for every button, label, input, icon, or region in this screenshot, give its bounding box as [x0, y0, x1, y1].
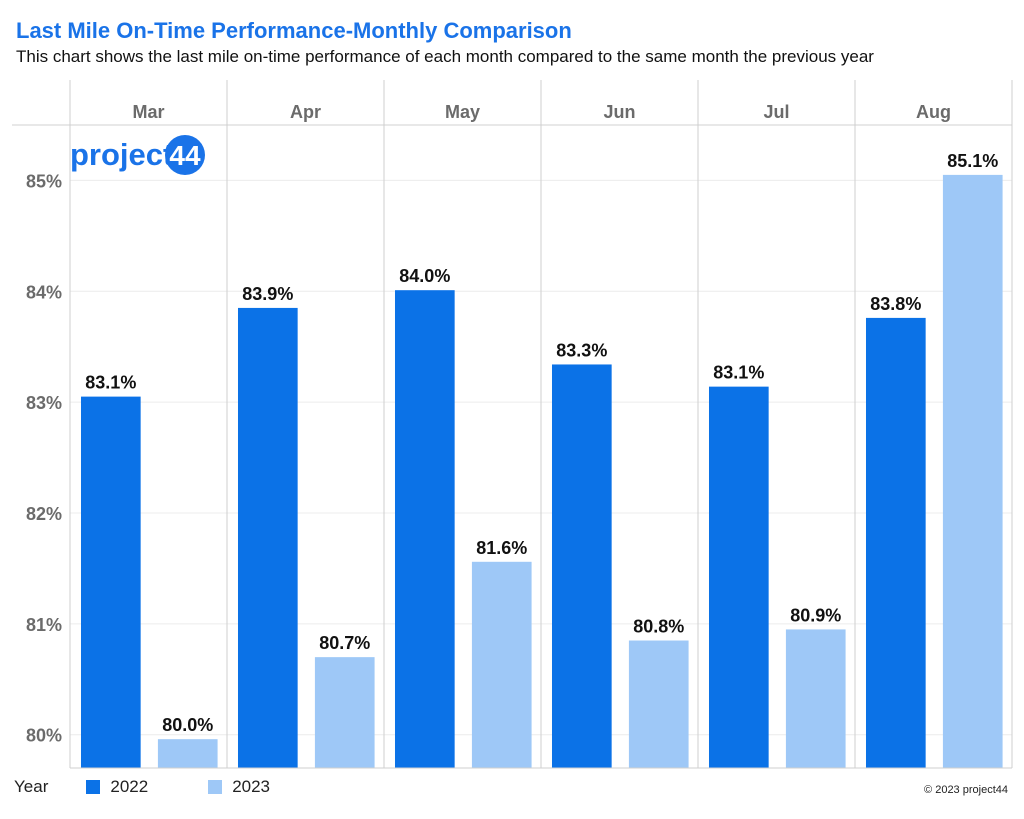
legend-swatch-2023 — [208, 780, 223, 794]
bar-2022 — [80, 396, 141, 768]
legend-item-2022: 2022 — [86, 777, 148, 797]
bar-2023 — [157, 739, 218, 768]
x-category-label: May — [445, 102, 480, 122]
bar-2023 — [628, 640, 689, 768]
data-label-2023: 80.8% — [633, 617, 684, 637]
y-tick-label: 85% — [26, 171, 62, 191]
legend: Year 2022 2023 — [14, 775, 330, 799]
logo-circle — [165, 135, 205, 175]
y-tick-label: 81% — [26, 615, 62, 635]
data-label-2022: 83.8% — [870, 294, 921, 314]
x-category-label: Jul — [763, 102, 789, 122]
data-label-2023: 81.6% — [476, 538, 527, 558]
project44-logo: project 44 — [68, 132, 208, 182]
legend-label-2022: 2022 — [110, 777, 149, 796]
chart-subtitle: This chart shows the last mile on-time p… — [16, 47, 874, 66]
bar-2022 — [865, 317, 926, 768]
x-category-label: Jun — [603, 102, 635, 122]
bar-2023 — [471, 561, 532, 768]
legend-label-2023: 2023 — [232, 777, 271, 796]
y-tick-label: 84% — [26, 282, 62, 302]
y-tick-label: 80% — [26, 726, 62, 746]
bar-2022 — [237, 307, 298, 768]
legend-title: Year — [14, 777, 49, 796]
y-tick-label: 82% — [26, 504, 62, 524]
x-category-label: Apr — [290, 102, 321, 122]
x-category-label: Aug — [916, 102, 951, 122]
bar-2022 — [394, 290, 455, 768]
chart-title: Last Mile On-Time Performance-Monthly Co… — [16, 18, 572, 43]
copyright: © 2023 project44 — [924, 784, 1008, 796]
legend-swatch-2022 — [86, 780, 101, 794]
data-label-2022: 83.3% — [556, 340, 607, 360]
data-label-2022: 83.1% — [713, 363, 764, 383]
x-category-label: Mar — [132, 102, 164, 122]
logo-text: project — [70, 137, 173, 172]
bar-2022 — [708, 386, 769, 768]
data-label-2023: 80.9% — [790, 605, 841, 625]
data-label-2022: 83.9% — [242, 284, 293, 304]
bar-2023 — [942, 174, 1003, 768]
bar-2023 — [314, 657, 375, 768]
data-label-2023: 80.7% — [319, 633, 370, 653]
bar-2022 — [551, 364, 612, 768]
data-label-2023: 80.0% — [162, 715, 213, 735]
logo-number: 44 — [169, 140, 201, 171]
bar-2023 — [785, 629, 846, 768]
data-label-2022: 83.1% — [85, 373, 136, 393]
legend-item-2023: 2023 — [208, 777, 270, 797]
data-label-2022: 84.0% — [399, 266, 450, 286]
data-label-2023: 85.1% — [947, 151, 998, 171]
y-tick-label: 83% — [26, 393, 62, 413]
